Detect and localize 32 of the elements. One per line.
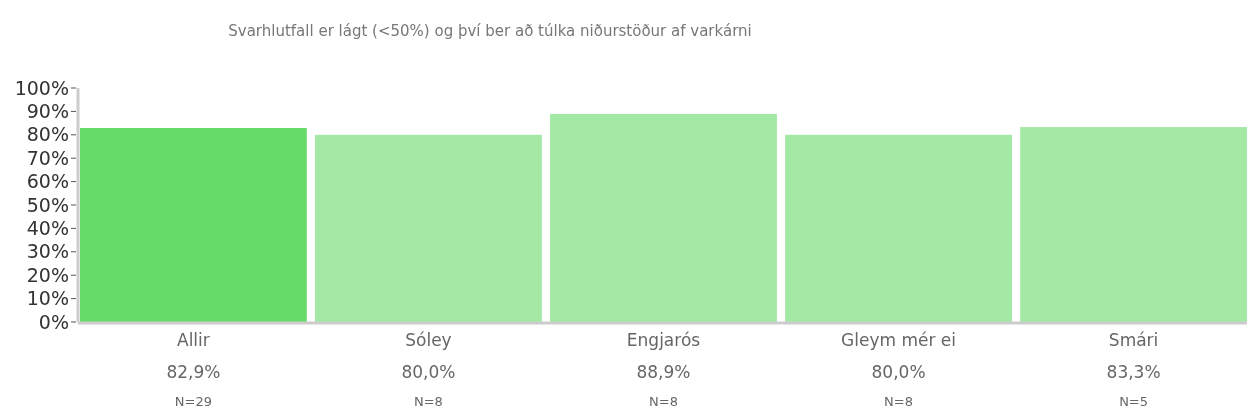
text: N=29 xyxy=(174,394,212,409)
data-label: 80,0% xyxy=(871,362,926,382)
x-tick-label: Smári xyxy=(1108,330,1159,350)
bar xyxy=(80,128,307,322)
y-tick-label: 0% xyxy=(38,310,69,333)
bar xyxy=(315,134,542,322)
y-tick-label: 20% xyxy=(26,263,69,286)
x-tick-label: Engjarós xyxy=(626,330,701,350)
data-label: 88,9% xyxy=(636,362,691,382)
text: N=8 xyxy=(884,394,913,409)
y-tick-label: 90% xyxy=(26,100,69,123)
y-tick-label: 60% xyxy=(26,170,69,193)
text: N=8 xyxy=(649,394,678,409)
x-tick-label: Gleym mér ei xyxy=(841,330,957,350)
data-label: 80,0% xyxy=(401,362,456,382)
x-tick-label: Sóley xyxy=(405,330,452,350)
y-tick-label: 80% xyxy=(26,123,69,146)
y-tick-label: 10% xyxy=(26,287,69,310)
y-tick-label: 70% xyxy=(26,146,69,169)
data-label: 83,3% xyxy=(1106,362,1161,382)
x-tick-label: Allir xyxy=(177,330,210,350)
y-tick-label: 30% xyxy=(26,240,69,263)
data-label: 82,9% xyxy=(166,362,221,382)
y-tick-label: 100% xyxy=(14,76,69,99)
text: N=5 xyxy=(1119,394,1149,409)
bar xyxy=(785,134,1012,322)
y-tick-label: 50% xyxy=(26,193,69,216)
chart-subtitle: Svarhlutfall er lágt (<50%) og því ber að túlka niðurstöður af varkárni xyxy=(228,22,752,40)
bar xyxy=(550,113,777,322)
text: N=8 xyxy=(414,394,443,409)
y-tick-label: 40% xyxy=(26,217,69,240)
bar xyxy=(1020,127,1247,322)
